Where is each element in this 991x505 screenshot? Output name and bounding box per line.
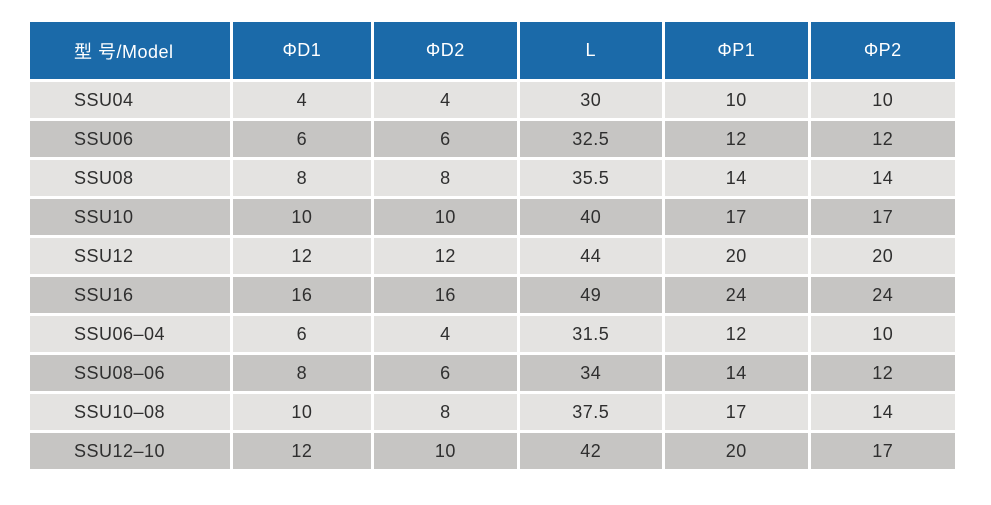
value-cell: 16 (232, 277, 372, 313)
value-cell: 6 (232, 121, 372, 157)
model-cell: SSU12–10 (30, 433, 230, 469)
value-cell: 42 (519, 433, 663, 469)
table-body: SSU04 4 4 30 10 10 SSU06 6 6 32.5 12 12 SSU08 8 8 35.5 1… (30, 82, 955, 469)
value-cell: 6 (374, 355, 517, 391)
value-cell: 10 (232, 199, 372, 235)
value-cell: 12 (374, 238, 517, 274)
value-cell: 10 (810, 316, 955, 352)
value-cell: 14 (665, 355, 808, 391)
column-header: ΦP1 (665, 22, 808, 79)
model-cell: SSU06 (30, 121, 230, 157)
column-header: ΦP2 (810, 22, 955, 79)
model-cell: SSU06–04 (30, 316, 230, 352)
table-row: SSU12–10 12 10 42 20 17 (30, 433, 955, 469)
value-cell: 8 (232, 355, 372, 391)
value-cell: 8 (374, 160, 517, 196)
value-cell: 44 (519, 238, 663, 274)
value-cell: 6 (374, 121, 517, 157)
value-cell: 12 (665, 121, 808, 157)
table-row: SSU10–08 10 8 37.5 17 14 (30, 394, 955, 430)
column-header: ΦD2 (374, 22, 517, 79)
model-cell: SSU04 (30, 82, 230, 118)
value-cell: 20 (665, 433, 808, 469)
value-cell: 6 (232, 316, 372, 352)
value-cell: 12 (232, 238, 372, 274)
column-header-model: 型 号/Model (30, 22, 230, 79)
table-row: SSU10 10 10 40 17 17 (30, 199, 955, 235)
spec-table-container: 型 号/Model ΦD1 ΦD2 L ΦP1 ΦP2 SSU04 4 4 30 10 10 SSU0… (27, 19, 958, 472)
value-cell: 10 (232, 394, 372, 430)
header-row: 型 号/Model ΦD1 ΦD2 L ΦP1 ΦP2 (30, 22, 955, 79)
value-cell: 10 (374, 199, 517, 235)
value-cell: 34 (519, 355, 663, 391)
value-cell: 14 (810, 394, 955, 430)
value-cell: 10 (665, 82, 808, 118)
value-cell: 17 (665, 199, 808, 235)
model-cell: SSU10 (30, 199, 230, 235)
table-row: SSU08 8 8 35.5 14 14 (30, 160, 955, 196)
model-cell: SSU08–06 (30, 355, 230, 391)
column-header: ΦD1 (232, 22, 372, 79)
value-cell: 30 (519, 82, 663, 118)
value-cell: 10 (810, 82, 955, 118)
value-cell: 24 (665, 277, 808, 313)
value-cell: 12 (232, 433, 372, 469)
value-cell: 4 (374, 82, 517, 118)
value-cell: 14 (810, 160, 955, 196)
value-cell: 16 (374, 277, 517, 313)
value-cell: 4 (374, 316, 517, 352)
value-cell: 40 (519, 199, 663, 235)
value-cell: 12 (810, 121, 955, 157)
value-cell: 20 (665, 238, 808, 274)
model-cell: SSU16 (30, 277, 230, 313)
value-cell: 17 (810, 199, 955, 235)
value-cell: 31.5 (519, 316, 663, 352)
value-cell: 12 (665, 316, 808, 352)
value-cell: 14 (665, 160, 808, 196)
value-cell: 12 (810, 355, 955, 391)
value-cell: 17 (810, 433, 955, 469)
model-cell: SSU12 (30, 238, 230, 274)
value-cell: 49 (519, 277, 663, 313)
value-cell: 24 (810, 277, 955, 313)
value-cell: 4 (232, 82, 372, 118)
column-header: L (519, 22, 663, 79)
table-row: SSU06 6 6 32.5 12 12 (30, 121, 955, 157)
value-cell: 20 (810, 238, 955, 274)
spec-table: 型 号/Model ΦD1 ΦD2 L ΦP1 ΦP2 SSU04 4 4 30 10 10 SSU0… (27, 19, 958, 472)
table-row: SSU12 12 12 44 20 20 (30, 238, 955, 274)
table-row: SSU16 16 16 49 24 24 (30, 277, 955, 313)
value-cell: 17 (665, 394, 808, 430)
table-row: SSU04 4 4 30 10 10 (30, 82, 955, 118)
value-cell: 8 (374, 394, 517, 430)
value-cell: 32.5 (519, 121, 663, 157)
table-row: SSU08–06 8 6 34 14 12 (30, 355, 955, 391)
table-row: SSU06–04 6 4 31.5 12 10 (30, 316, 955, 352)
model-cell: SSU10–08 (30, 394, 230, 430)
value-cell: 35.5 (519, 160, 663, 196)
model-cell: SSU08 (30, 160, 230, 196)
value-cell: 37.5 (519, 394, 663, 430)
value-cell: 10 (374, 433, 517, 469)
value-cell: 8 (232, 160, 372, 196)
